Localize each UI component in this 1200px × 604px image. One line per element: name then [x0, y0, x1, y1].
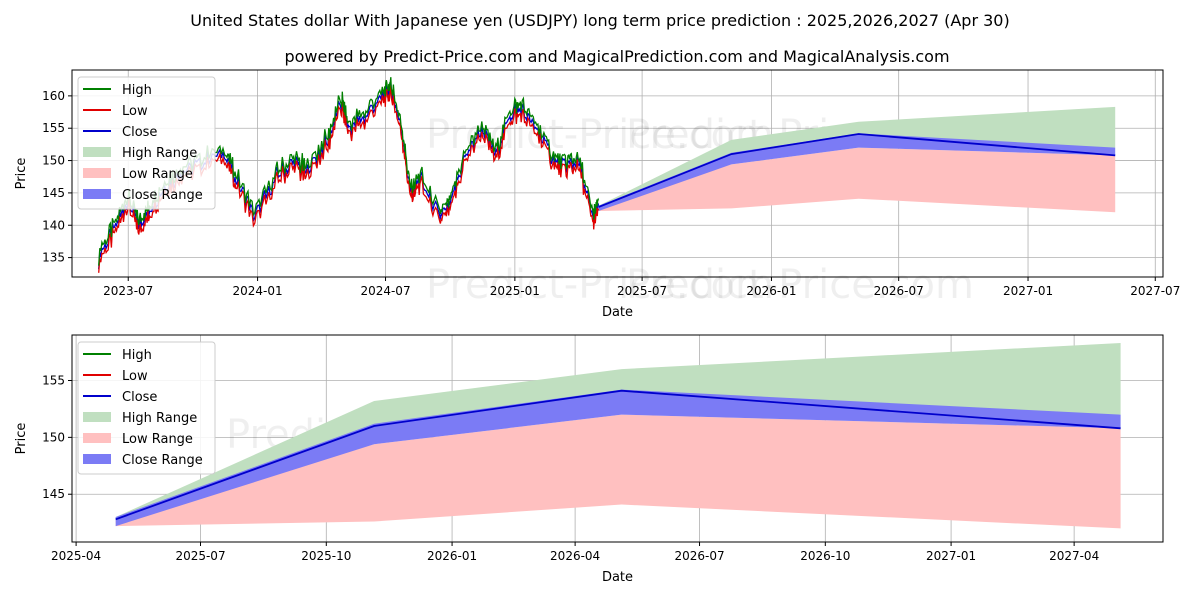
high-range-band — [598, 106, 1116, 210]
x-tick-label: 2026-01 — [746, 284, 796, 298]
x-tick-label: 2025-07 — [175, 549, 225, 563]
high-range-band — [115, 343, 1121, 523]
y-tick-label: 155 — [42, 121, 65, 135]
y-tick-label: 145 — [42, 186, 65, 200]
close-range-band — [598, 133, 1116, 211]
x-tick-label: 2027-04 — [1049, 549, 1099, 563]
axes-frame — [71, 69, 1164, 278]
legend-label: High Range — [122, 146, 197, 161]
top-panel: Predict-Price.comPredict-Price.comPredic… — [14, 69, 1180, 320]
y-tick-label: 150 — [42, 154, 65, 168]
x-axis-label: Date — [602, 305, 633, 320]
x-tick-label: 2023-07 — [103, 284, 153, 298]
low-range-band — [115, 414, 1121, 529]
x-tick-label: 2025-07 — [617, 284, 667, 298]
y-tick-label: 145 — [42, 487, 65, 501]
chart-subtitle: powered by Predict-Price.com and Magical… — [284, 47, 949, 66]
legend-swatch — [83, 189, 111, 199]
legend-swatch — [83, 147, 111, 157]
y-tick-label: 160 — [42, 89, 65, 103]
legend-label: High — [122, 348, 152, 363]
legend-label: Low Range — [122, 432, 193, 447]
y-tick-label: 155 — [42, 373, 65, 387]
legend-label: Close Range — [122, 453, 203, 468]
axes-frame — [71, 334, 1164, 543]
x-tick-label: 2027-01 — [926, 549, 976, 563]
legend-swatch — [83, 412, 111, 422]
legend-swatch — [83, 454, 111, 464]
watermark-text: Predict-Price.com — [626, 262, 974, 308]
x-tick-label: 2026-07 — [874, 284, 924, 298]
x-tick-label: 2026-01 — [427, 549, 477, 563]
y-tick-label: 140 — [42, 218, 65, 232]
y-tick-label: 135 — [42, 251, 65, 265]
x-tick-label: 2027-07 — [1130, 284, 1180, 298]
legend-label: Close Range — [122, 188, 203, 203]
x-tick-label: 2026-04 — [550, 549, 600, 563]
y-axis-label: Price — [14, 423, 29, 455]
legend-label: High Range — [122, 411, 197, 426]
close-forecast-line — [598, 133, 1116, 208]
y-tick-label: 150 — [42, 430, 65, 444]
x-tick-label: 2025-10 — [301, 549, 351, 563]
x-tick-label: 2026-10 — [800, 549, 850, 563]
legend-label: High — [122, 83, 152, 98]
x-tick-label: 2025-04 — [51, 549, 101, 563]
low-range-band — [598, 147, 1116, 213]
chart-title: United States dollar With Japanese yen (… — [190, 11, 1009, 30]
legend-label: Low — [122, 369, 148, 384]
close-forecast-line — [115, 389, 1121, 521]
legend-swatch — [83, 433, 111, 443]
legend-label: Close — [122, 390, 157, 405]
x-tick-label: 2024-01 — [233, 284, 283, 298]
bottom-panel: Predict-Price.comPredict-Price.com2025-0… — [14, 334, 1164, 585]
legend-box — [77, 341, 216, 475]
legend-label: Low Range — [122, 167, 193, 182]
x-tick-label: 2026-07 — [674, 549, 724, 563]
x-tick-label: 2024-07 — [360, 284, 410, 298]
close-range-band — [115, 389, 1121, 527]
x-tick-label: 2027-01 — [1003, 284, 1053, 298]
x-tick-label: 2025-01 — [490, 284, 540, 298]
x-axis-label: Date — [602, 570, 633, 585]
legend-box — [77, 76, 216, 210]
legend-swatch — [83, 168, 111, 178]
watermark-text: Predict-Price.com — [426, 262, 774, 308]
legend-label: Close — [122, 125, 157, 140]
y-axis-label: Price — [14, 158, 29, 190]
legend-label: Low — [122, 104, 148, 119]
